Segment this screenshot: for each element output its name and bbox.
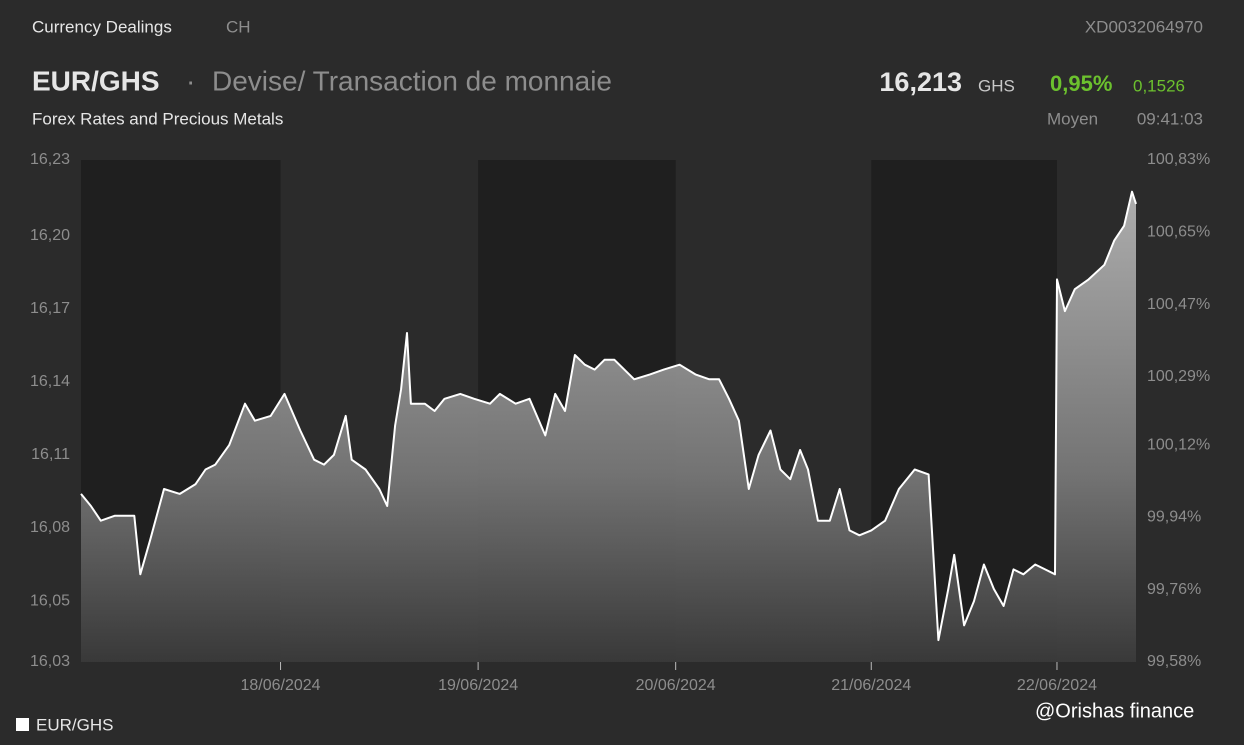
legend-swatch	[16, 718, 29, 731]
x-tick-label: 19/06/2024	[438, 677, 518, 694]
y-tick-label: 16,11	[31, 446, 70, 463]
x-tick-label: 20/06/2024	[636, 677, 716, 694]
legend-label: EUR/GHS	[36, 715, 113, 734]
y-tick-label: 16,05	[30, 592, 70, 609]
y2-tick-label: 99,58%	[1147, 653, 1201, 670]
change-pct: 0,95%	[1050, 71, 1112, 96]
y-tick-label: 16,14	[30, 373, 70, 390]
separator: ·	[186, 65, 195, 96]
symbol: EUR/GHS	[32, 65, 160, 96]
y-tick-label: 16,20	[30, 227, 70, 244]
plot	[80, 190, 1137, 662]
price: 16,213	[879, 67, 962, 97]
line	[80, 190, 1137, 642]
y-tick-label: 16,08	[30, 519, 70, 536]
country: CH	[226, 17, 251, 36]
price-type: Moyen	[1047, 109, 1098, 128]
market: Forex Rates and Precious Metals	[32, 109, 283, 128]
y-tick-label: 16,17	[30, 300, 70, 317]
x-tick-label: 21/06/2024	[831, 677, 911, 694]
description: Devise/ Transaction de monnaie	[212, 65, 612, 96]
x-tick-label: 18/06/2024	[241, 677, 321, 694]
section: Currency Dealings	[32, 17, 172, 36]
y2-tick-label: 100,83%	[1147, 151, 1210, 168]
y2-tick-label: 100,65%	[1147, 224, 1210, 241]
y2-tick-label: 99,94%	[1147, 509, 1201, 526]
y-tick-label: 16,23	[30, 151, 70, 168]
isin: XD0032064970	[1085, 17, 1203, 36]
y2-tick-label: 100,47%	[1147, 296, 1210, 313]
watermark: @Orishas finance	[1035, 700, 1194, 722]
time: 09:41:03	[1137, 109, 1203, 128]
y2-tick-label: 100,12%	[1147, 436, 1210, 453]
x-tick-label: 22/06/2024	[1017, 677, 1097, 694]
y-tick-label: 16,03	[30, 653, 70, 670]
currency: GHS	[978, 76, 1015, 95]
y2-tick-label: 100,29%	[1147, 368, 1210, 385]
area	[81, 191, 1136, 662]
change-abs: 0,1526	[1133, 76, 1185, 95]
y2-tick-label: 99,76%	[1147, 581, 1201, 598]
